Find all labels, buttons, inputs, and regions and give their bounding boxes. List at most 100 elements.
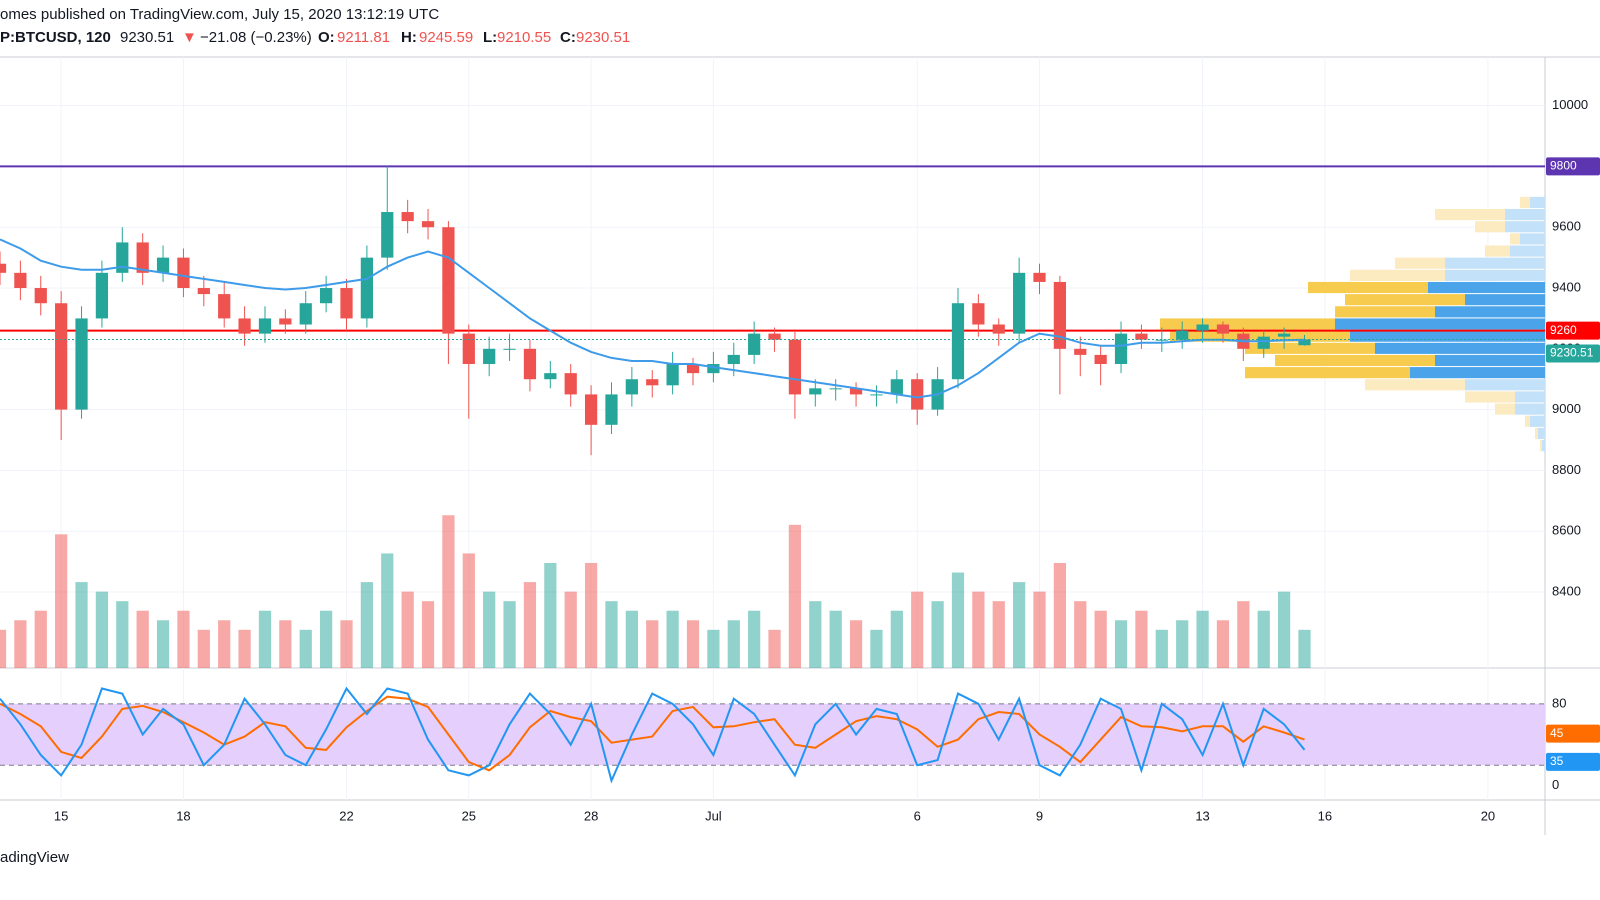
candle-body: [197, 288, 210, 295]
volume-bar: [788, 524, 802, 668]
price-badge: [1546, 321, 1600, 340]
volume-bar: [340, 620, 353, 668]
candle-body: [116, 242, 129, 273]
profile-up: [1465, 391, 1515, 403]
volume-bar: [890, 610, 903, 668]
y-tick-label: 8800: [1552, 462, 1581, 477]
profile-up: [1395, 257, 1445, 269]
volume-bar: [258, 610, 272, 668]
footer: adingView: [0, 849, 69, 866]
x-tick-label: Jul: [705, 808, 722, 823]
profile-down: [1445, 257, 1545, 269]
profile-up: [1245, 367, 1410, 379]
volume-bar: [360, 582, 374, 668]
candle-body: [483, 348, 496, 365]
profile-up: [1335, 306, 1435, 318]
candle-body: [1155, 339, 1168, 341]
profile-up: [1510, 233, 1520, 245]
profile-up: [1535, 427, 1538, 440]
candle-body: [544, 373, 557, 380]
candle-body: [1114, 333, 1128, 365]
candle-body: [340, 288, 353, 319]
x-tick-label: 16: [1318, 808, 1332, 823]
profile-down: [1505, 221, 1545, 233]
candle-body: [564, 373, 577, 395]
volume-bar: [483, 591, 496, 668]
badge-label: 9260: [1550, 323, 1577, 337]
volume-bar: [748, 610, 761, 668]
volume-bar: [218, 620, 231, 668]
candle-body: [421, 221, 435, 228]
x-tick-label: 20: [1481, 808, 1495, 823]
candle-body: [666, 364, 679, 386]
x-tick-label: 28: [584, 808, 598, 823]
candle-body: [1196, 324, 1209, 331]
volume-bar: [870, 629, 883, 668]
price-badge: [1546, 724, 1600, 743]
profile-down: [1428, 281, 1545, 294]
candle-body: [14, 272, 27, 289]
volume-bar: [544, 562, 557, 668]
profile-up: [1495, 403, 1515, 415]
volume-bar: [55, 534, 68, 668]
volume-bar: [1237, 601, 1250, 668]
volume-bar: [177, 610, 190, 668]
close-value: 9230.51: [576, 29, 630, 46]
volume-bar: [421, 601, 435, 668]
x-tick-label: 13: [1195, 808, 1209, 823]
volume-bar: [1114, 620, 1128, 668]
y-tick-label: 8400: [1552, 583, 1581, 598]
volume-bar: [156, 620, 170, 668]
change-arrow: ▼: [182, 29, 197, 46]
price-badge: [1546, 752, 1600, 771]
candle-body: [136, 242, 149, 273]
candle-body: [707, 364, 720, 374]
y-tick-label: 9000: [1552, 401, 1581, 416]
volume-bar: [116, 601, 129, 668]
candle-body: [75, 318, 88, 410]
volume-bar: [1298, 629, 1311, 668]
low-label: L:: [483, 29, 497, 46]
profile-up: [1308, 281, 1428, 294]
candle-body: [258, 318, 272, 334]
profile-down: [1465, 294, 1545, 306]
volume-bar: [320, 610, 333, 668]
badge-label: 9800: [1550, 159, 1577, 173]
candle-body: [503, 348, 516, 350]
profile-up: [1485, 245, 1510, 257]
profile-down: [1530, 415, 1545, 427]
candle-body: [768, 333, 781, 340]
candle-body: [1216, 324, 1230, 334]
candle-body: [686, 364, 700, 374]
profile-down: [1505, 208, 1545, 221]
volume-bar: [768, 629, 781, 668]
volume-bar: [605, 601, 618, 668]
badge-label: 45: [1550, 726, 1564, 740]
candle-body: [890, 379, 903, 395]
profile-up: [1365, 379, 1465, 391]
profile-down: [1335, 318, 1545, 330]
profile-down: [1445, 269, 1545, 281]
badge-label: 9230.51: [1550, 346, 1594, 360]
close-label: C:: [560, 29, 576, 46]
candle-body: [1257, 336, 1270, 349]
candle-body: [1013, 272, 1026, 334]
profile-down: [1375, 342, 1545, 354]
candle-body: [1094, 354, 1107, 365]
y-tick-label: 10000: [1552, 97, 1588, 112]
volume-bar: [1053, 562, 1067, 668]
candle-body: [95, 272, 109, 319]
profile-down: [1350, 330, 1545, 342]
open-label: O:: [318, 29, 335, 46]
profile-up: [1520, 196, 1530, 208]
profile-down: [1435, 354, 1545, 367]
last-price: 9230.51: [120, 29, 174, 46]
candle-body: [320, 288, 333, 304]
candle-body: [156, 257, 170, 273]
volume-bar: [401, 591, 414, 668]
volume-bar: [992, 601, 1005, 668]
profile-down: [1435, 306, 1545, 318]
candle-body: [1074, 348, 1087, 355]
moving-average: [0, 238, 1305, 399]
volume-bar: [727, 620, 740, 668]
